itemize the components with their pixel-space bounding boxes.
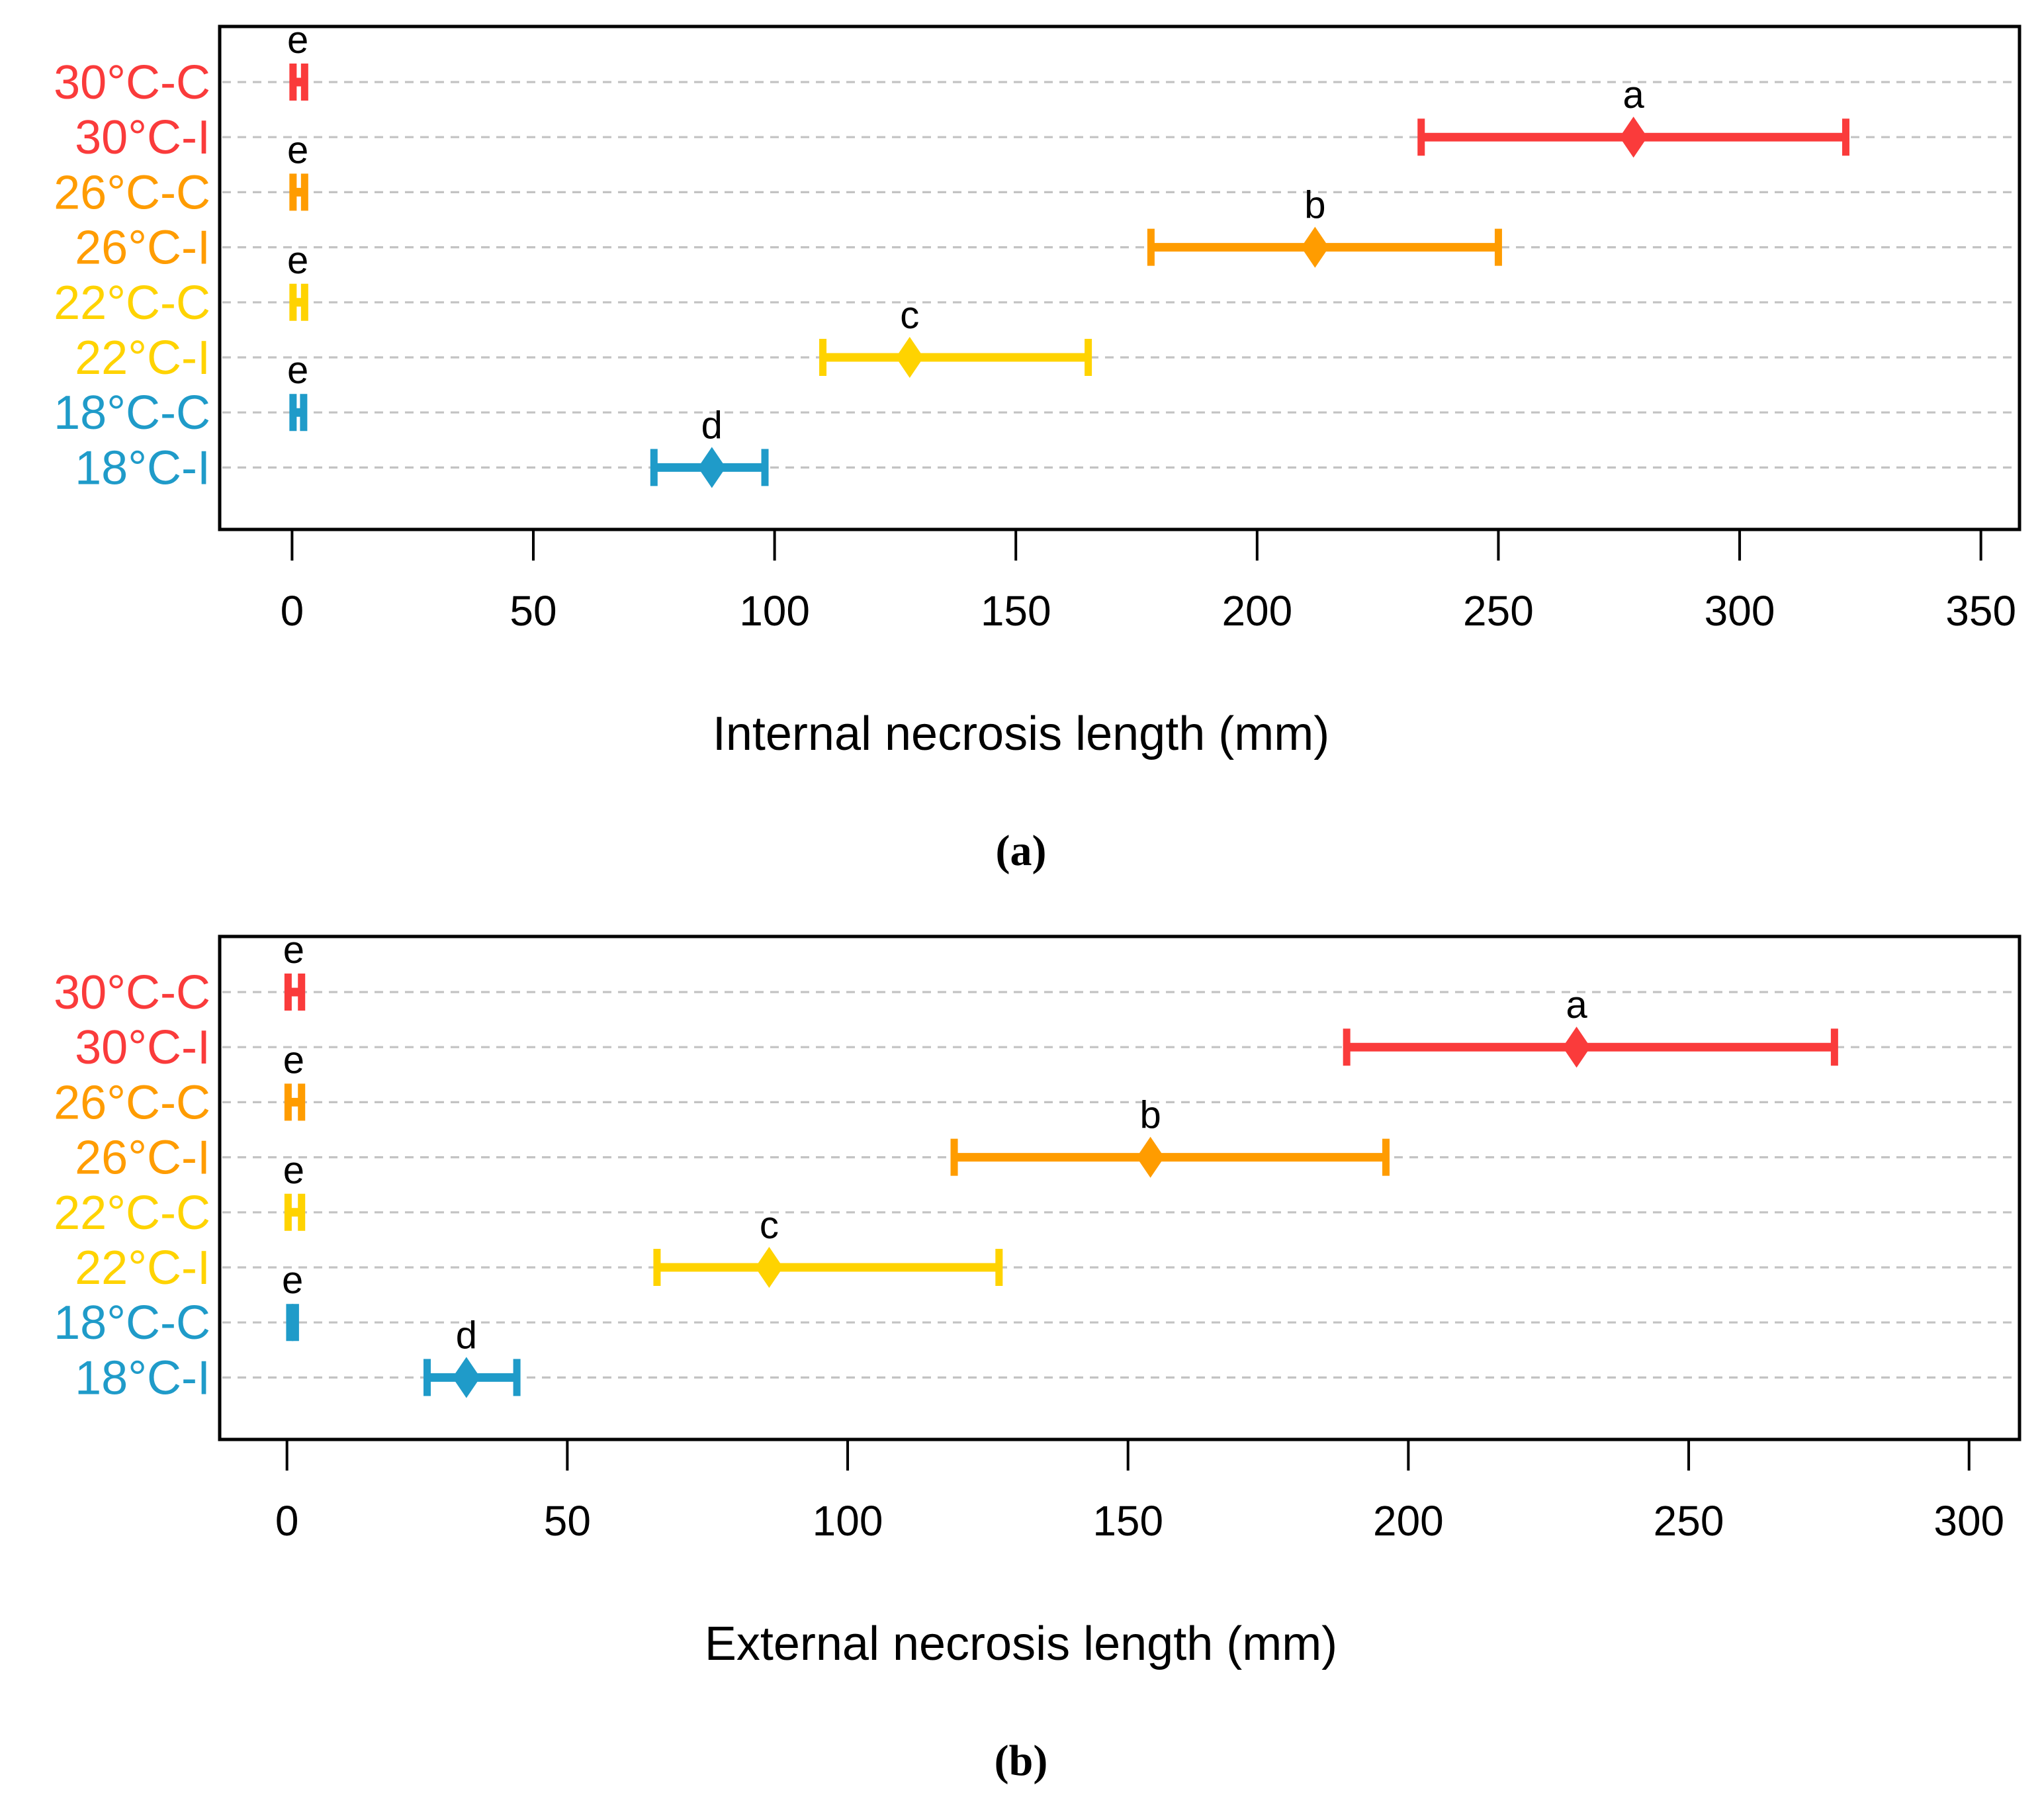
x-tick-label: 50 xyxy=(544,1497,591,1545)
sig-letter: e xyxy=(287,128,308,171)
panel-b-chart: 0 50 100 150 200 250 300 30°C-C e 30°C-I a 26°C-C e 2… xyxy=(54,929,2021,1545)
sig-letter: d xyxy=(456,1314,477,1357)
panel-b-caption: (b) xyxy=(994,1737,1048,1785)
plot-border xyxy=(218,934,2021,1441)
row-label: 18°C-I xyxy=(75,441,210,494)
x-tick-label: 300 xyxy=(1933,1497,2004,1545)
sig-letter: a xyxy=(1566,983,1587,1026)
row-label: 22°C-C xyxy=(54,1187,210,1240)
row-label: 26°C-C xyxy=(54,166,210,219)
row-label: 22°C-C xyxy=(54,277,210,330)
x-tick-label: 0 xyxy=(281,587,304,635)
mean-marker xyxy=(1136,1136,1165,1178)
sig-letter: e xyxy=(282,1259,303,1302)
row-label: 22°C-I xyxy=(75,1242,210,1295)
sig-letter: e xyxy=(283,929,304,972)
row-label: 26°C-I xyxy=(75,222,210,275)
mean-marker xyxy=(697,447,726,488)
mean-marker xyxy=(452,1357,480,1398)
mean-marker xyxy=(1562,1026,1591,1068)
x-tick-label: 100 xyxy=(739,587,810,635)
sig-letter: c xyxy=(760,1204,779,1247)
sig-letter: e xyxy=(283,1149,304,1192)
x-tick-label: 250 xyxy=(1654,1497,1724,1545)
row-label: 18°C-C xyxy=(54,1297,210,1349)
mean-marker xyxy=(755,1247,783,1288)
mean-marker xyxy=(1619,116,1648,158)
x-tick-label: 100 xyxy=(813,1497,883,1545)
row-label: 30°C-C xyxy=(54,966,210,1019)
row-label: 26°C-C xyxy=(54,1076,210,1129)
panel-b-xlabel: External necrosis length (mm) xyxy=(704,1617,1338,1670)
sig-letter: e xyxy=(287,349,308,392)
x-tick-label: 150 xyxy=(1092,1497,1163,1545)
mean-marker xyxy=(1301,226,1329,268)
sig-letter: a xyxy=(1622,73,1644,116)
plot-border xyxy=(218,24,2021,531)
x-tick-label: 300 xyxy=(1705,587,1775,635)
sig-letter: c xyxy=(900,294,919,337)
row-label: 18°C-I xyxy=(75,1351,210,1404)
sig-letter: e xyxy=(287,19,308,62)
row-label: 30°C-I xyxy=(75,1021,210,1074)
row-label: 30°C-I xyxy=(75,111,210,164)
x-tick-label: 200 xyxy=(1221,587,1292,635)
row-label: 26°C-I xyxy=(75,1132,210,1185)
sig-letter: e xyxy=(287,239,308,282)
x-tick-label: 50 xyxy=(510,587,556,635)
mean-marker xyxy=(895,337,924,378)
row-label: 30°C-C xyxy=(54,56,210,109)
panel-b: 0 50 100 150 200 250 300 30°C-C e 30°C-I a 26°C-C e 2… xyxy=(0,910,2042,1820)
x-tick-label: 150 xyxy=(981,587,1051,635)
x-tick-label: 250 xyxy=(1463,587,1534,635)
panel-a-caption: (a) xyxy=(995,827,1047,875)
row-label: 22°C-I xyxy=(75,332,210,385)
x-tick-label: 200 xyxy=(1373,1497,1444,1545)
sig-letter: e xyxy=(283,1038,304,1081)
x-tick-label: 350 xyxy=(1945,587,2016,635)
sig-letter: b xyxy=(1139,1094,1161,1137)
sig-letter: d xyxy=(701,404,723,447)
panel-a-xlabel: Internal necrosis length (mm) xyxy=(712,707,1330,760)
panel-a: 0 50 100 150 200 250 300 350 30°C-C e 30°C-I a 26°C-… xyxy=(54,19,2021,875)
sig-letter: b xyxy=(1304,184,1325,227)
row-label: 18°C-C xyxy=(54,387,210,439)
x-tick-label: 0 xyxy=(275,1497,299,1545)
panel-a-chart: 0 50 100 150 200 250 300 350 30°C-C e 30°C-I a 26°C-… xyxy=(54,19,2021,635)
